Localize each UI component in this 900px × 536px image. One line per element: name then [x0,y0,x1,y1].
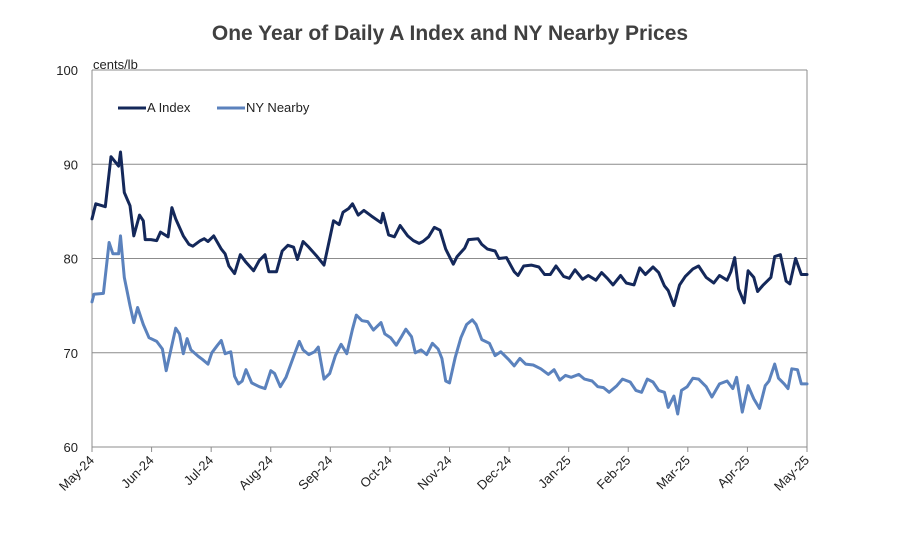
y-tick-label: 60 [64,440,78,455]
series-line-a-index [90,150,809,308]
x-tick-label: Jul-24 [181,453,217,489]
legend-label: A Index [147,100,191,115]
x-tick-label: Jun-24 [118,453,157,492]
y-tick-label: 80 [64,252,78,267]
x-tick-label: Oct-24 [357,453,395,491]
x-tick-label: Dec-24 [474,453,514,493]
x-tick-label: Aug-24 [236,453,276,493]
x-tick-label: May-25 [771,453,812,494]
x-tick-label: Apr-25 [714,453,752,491]
x-tick-label: Jan-25 [535,453,574,492]
y-axis-label: cents/lb [93,57,138,72]
y-tick-label: 90 [64,157,78,172]
x-tick-label: Mar-25 [653,453,693,493]
y-tick-label: 70 [64,346,78,361]
legend-label: NY Nearby [246,100,310,115]
chart-title: One Year of Daily A Index and NY Nearby … [211,22,689,45]
x-tick-label: Feb-25 [594,453,634,493]
y-tick-label: 100 [56,63,78,78]
x-tick-label: Nov-24 [414,453,454,493]
series-line-ny-nearby [90,234,809,416]
x-tick-label: Sep-24 [295,453,335,493]
x-tick-label: May-24 [56,453,97,494]
legend: A Index NY Nearby [118,100,310,115]
